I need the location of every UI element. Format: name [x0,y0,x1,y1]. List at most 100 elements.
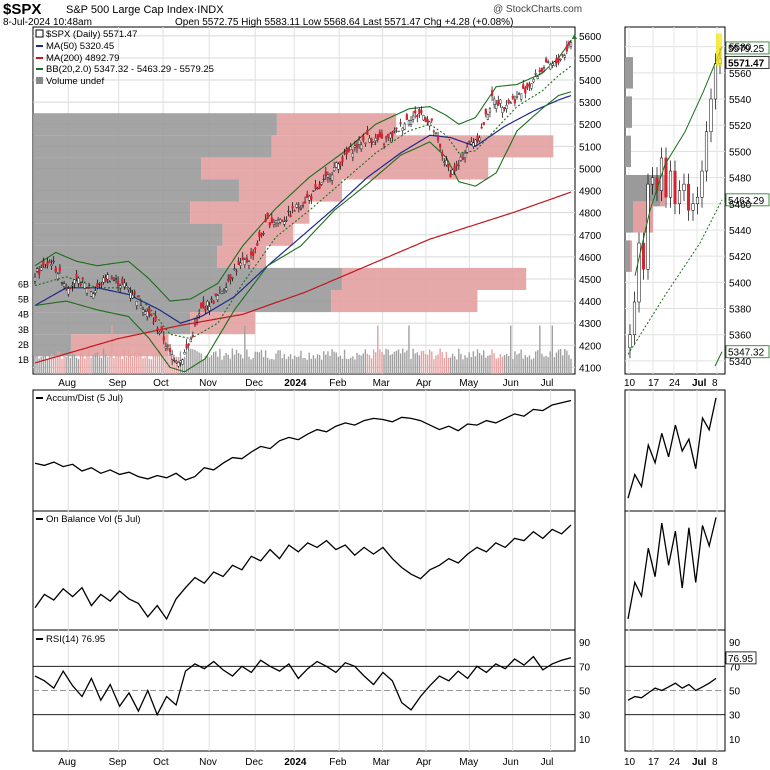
volume-tick-label: 3B [18,325,29,335]
candle-body [243,259,246,266]
volume-bar [522,358,524,374]
accum-dist-frame [32,389,576,512]
candle-body [436,135,440,141]
candle-body [160,325,163,332]
volume-bar [402,348,404,374]
candle-body [345,148,348,155]
volume-bar [537,350,539,374]
volume-bar [447,357,450,374]
candle-body [524,87,527,94]
volume-bar [424,354,427,374]
candle-body [218,288,221,291]
month-tick-label-bottom: Oct [153,757,169,768]
inset-day-label: 24 [669,378,681,389]
candle-body [227,278,230,282]
candle-body [110,276,113,280]
volume-bar [518,353,520,374]
volume-bar [429,349,431,374]
volume-bar [375,352,377,374]
volume-bar [52,355,55,374]
candle-body [432,130,435,132]
candle-body [482,122,485,126]
inset-candle-body [650,177,655,185]
inset-value-label: 5347.32 [728,348,765,359]
inset-obv-frame [624,510,726,631]
inset-candle-body [695,196,700,205]
inset-bb-mid [627,199,723,355]
inset-day-label: 17 [648,378,660,389]
inset-tick-label: 5480 [729,174,752,185]
legend-ma200: MA(200) 4892.79 [46,53,119,64]
candle-body [466,146,469,153]
candle-body [98,283,101,285]
candle-body [247,261,251,266]
volume-bar [485,357,487,374]
candle-body [447,164,450,168]
inset-candle-body [641,242,646,270]
volume-bar [553,357,556,374]
candle-body [507,99,510,103]
volume-bar [40,356,42,374]
candle-body [256,242,259,246]
candle-body [235,270,238,273]
volume-tick-label: 6B [18,280,29,290]
volume-bar [335,352,337,374]
candle-body [428,121,431,127]
volume-bar [503,355,506,374]
candle-body [337,163,340,170]
volume-bar [115,350,117,374]
candle-body [490,90,494,97]
candle-body [526,82,529,88]
inset-day-label-bottom: 17 [648,757,660,768]
candle-body [274,220,278,224]
candle-body [316,187,319,190]
candle-body [102,277,105,283]
volume-bar [385,348,387,374]
candle-body [75,274,78,279]
inset-candle-body [668,170,673,198]
inset-tick-label: 5400 [729,278,752,289]
volume-bar [273,359,275,374]
bb-upper-line [34,40,572,302]
inset-accum-frame [624,389,726,512]
volume-bar [192,349,194,374]
candle-body [333,167,336,171]
volume-bar [77,359,80,374]
volume-bar [109,353,111,374]
rsi-tick-label: 10 [579,735,591,746]
candle-body [67,288,70,295]
month-tick-label-bottom: May [459,757,478,768]
candle-body [540,67,544,72]
candle-body [378,131,381,138]
volume-bar [489,354,491,374]
month-tick-label-bottom: 2024 [284,757,307,768]
volume-bar [73,354,76,374]
volume-bar [372,349,375,374]
volume-bar [555,352,558,374]
candle-body [137,295,140,298]
volume-bar [165,354,167,374]
volume-bar [304,357,306,374]
candle-body [52,260,55,263]
volume-bar [57,350,59,374]
candle-body [83,282,86,289]
candle-body [210,298,213,300]
volume-bar [235,349,238,374]
vbp-down-bar [222,223,294,246]
candle-body [62,283,66,287]
volume-bar [219,348,221,374]
price-tick-label: 5100 [579,142,602,153]
legend-price: $SPX (Daily) 5571.47 [46,29,137,40]
inset-vbp-down [630,240,632,272]
candle-body [366,130,369,135]
candle-body [484,108,487,115]
volume-bar [458,348,460,374]
volume-bar [123,349,126,374]
candle-body [272,222,276,225]
candle-body [424,117,427,122]
volume-bar [499,354,502,374]
candle-body [391,131,394,137]
vbp-up-bar [33,113,277,136]
candle-body [187,343,190,346]
candle-body [297,206,300,209]
